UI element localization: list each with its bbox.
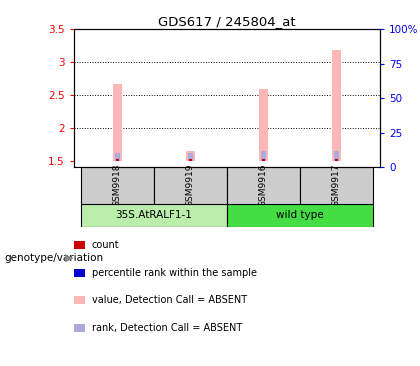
Text: wild type: wild type <box>276 210 324 220</box>
Text: genotype/variation: genotype/variation <box>4 253 103 263</box>
Text: value, Detection Call = ABSENT: value, Detection Call = ABSENT <box>92 295 247 305</box>
Text: GSM9918: GSM9918 <box>113 164 122 207</box>
Text: ▶: ▶ <box>65 253 73 263</box>
Text: rank, Detection Call = ABSENT: rank, Detection Call = ABSENT <box>92 322 242 333</box>
Bar <box>227 204 373 227</box>
Bar <box>227 167 300 204</box>
Text: count: count <box>92 240 119 250</box>
Bar <box>81 204 227 227</box>
Bar <box>186 152 195 161</box>
Text: percentile rank within the sample: percentile rank within the sample <box>92 268 257 278</box>
Bar <box>334 151 339 161</box>
Bar <box>116 159 119 161</box>
Bar <box>262 159 265 161</box>
Bar <box>115 153 120 161</box>
Bar <box>189 159 192 161</box>
Bar <box>259 89 268 161</box>
Title: GDS617 / 245804_at: GDS617 / 245804_at <box>158 15 296 28</box>
Bar <box>113 84 122 161</box>
Text: GSM9919: GSM9919 <box>186 164 195 207</box>
Bar <box>335 159 338 161</box>
Bar <box>261 152 266 161</box>
Bar <box>154 167 227 204</box>
Text: GSM9917: GSM9917 <box>332 164 341 207</box>
Bar <box>188 153 193 161</box>
Bar <box>332 50 341 161</box>
Bar <box>300 167 373 204</box>
Bar <box>81 167 154 204</box>
Text: 35S.AtRALF1-1: 35S.AtRALF1-1 <box>116 210 192 220</box>
Text: GSM9916: GSM9916 <box>259 164 268 207</box>
